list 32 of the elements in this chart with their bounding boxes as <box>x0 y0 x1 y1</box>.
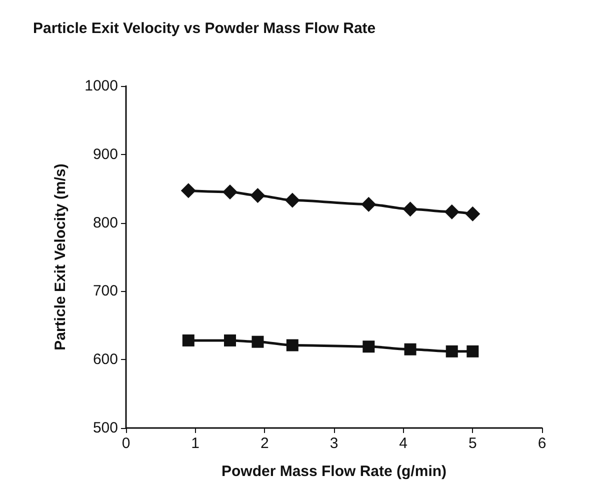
x-tick-label: 0 <box>122 435 130 452</box>
point <box>402 202 418 217</box>
y-tick-label: 1000 <box>84 78 118 94</box>
y-tick-label: 500 <box>92 420 118 436</box>
point <box>444 204 460 220</box>
x-tick-label: 1 <box>191 435 200 452</box>
point <box>252 336 264 348</box>
point <box>180 183 196 198</box>
point <box>182 334 194 346</box>
point <box>224 334 236 346</box>
x-tick-label: 6 <box>538 435 546 452</box>
point <box>446 345 458 358</box>
point <box>222 184 238 200</box>
x-tick-label: 3 <box>330 435 338 452</box>
x-tick-label: 2 <box>260 435 269 452</box>
y-axis-title: Particle Exit Velocity (m/s) <box>52 164 69 350</box>
y-tick-label: 700 <box>92 282 118 300</box>
point <box>361 196 376 212</box>
point <box>466 345 479 358</box>
x-tick-label: 5 <box>468 435 477 452</box>
x-axis-title: Powder Mass Flow Rate (g/min) <box>221 463 447 480</box>
point <box>404 343 416 356</box>
point <box>286 339 298 352</box>
chart-title: Particle Exit Velocity vs Powder Mass Flow Rate <box>33 20 376 37</box>
point <box>284 192 300 208</box>
y-tick-label: 600 <box>92 351 118 368</box>
y-tick-label: 900 <box>92 146 118 163</box>
point <box>250 188 266 203</box>
point <box>362 340 375 353</box>
point <box>465 206 480 222</box>
y-tick-label: 800 <box>92 214 118 232</box>
x-tick-label: 4 <box>399 435 408 452</box>
